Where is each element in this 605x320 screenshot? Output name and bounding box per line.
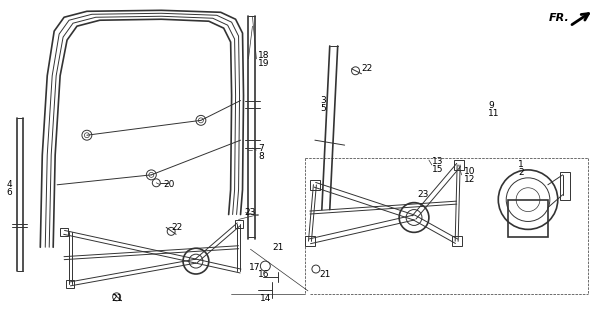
- Text: 6: 6: [7, 188, 12, 197]
- Bar: [454, 160, 463, 170]
- Text: 21: 21: [112, 294, 123, 303]
- Bar: [66, 280, 74, 288]
- Text: 8: 8: [258, 152, 264, 161]
- Bar: [452, 236, 462, 246]
- Bar: [235, 220, 243, 228]
- Text: 9: 9: [488, 101, 494, 110]
- Bar: [60, 228, 68, 236]
- Text: 12: 12: [463, 175, 475, 184]
- Text: 23: 23: [417, 190, 428, 199]
- Text: 3: 3: [320, 96, 325, 105]
- Text: 1: 1: [518, 160, 524, 170]
- Text: 22: 22: [361, 64, 373, 73]
- Text: FR.: FR.: [549, 13, 569, 23]
- Text: 19: 19: [258, 59, 270, 68]
- Bar: [310, 180, 320, 190]
- Text: 13: 13: [432, 157, 443, 166]
- Text: 2: 2: [518, 168, 524, 177]
- Text: 7: 7: [258, 144, 264, 153]
- Text: 23: 23: [244, 208, 256, 217]
- Text: 10: 10: [463, 167, 475, 176]
- Text: 11: 11: [488, 109, 500, 118]
- Text: 18: 18: [258, 52, 270, 60]
- Text: 4: 4: [7, 180, 12, 189]
- Text: 20: 20: [163, 180, 175, 189]
- Text: 17: 17: [249, 263, 260, 272]
- Bar: [560, 172, 570, 200]
- Text: 14: 14: [260, 294, 272, 303]
- Text: 22: 22: [171, 223, 182, 232]
- Text: 21: 21: [272, 243, 284, 252]
- Text: 5: 5: [320, 104, 325, 113]
- Text: 16: 16: [258, 270, 270, 279]
- Text: 21: 21: [320, 269, 331, 278]
- Bar: [508, 200, 548, 237]
- Bar: [305, 236, 315, 246]
- Text: 15: 15: [432, 165, 443, 174]
